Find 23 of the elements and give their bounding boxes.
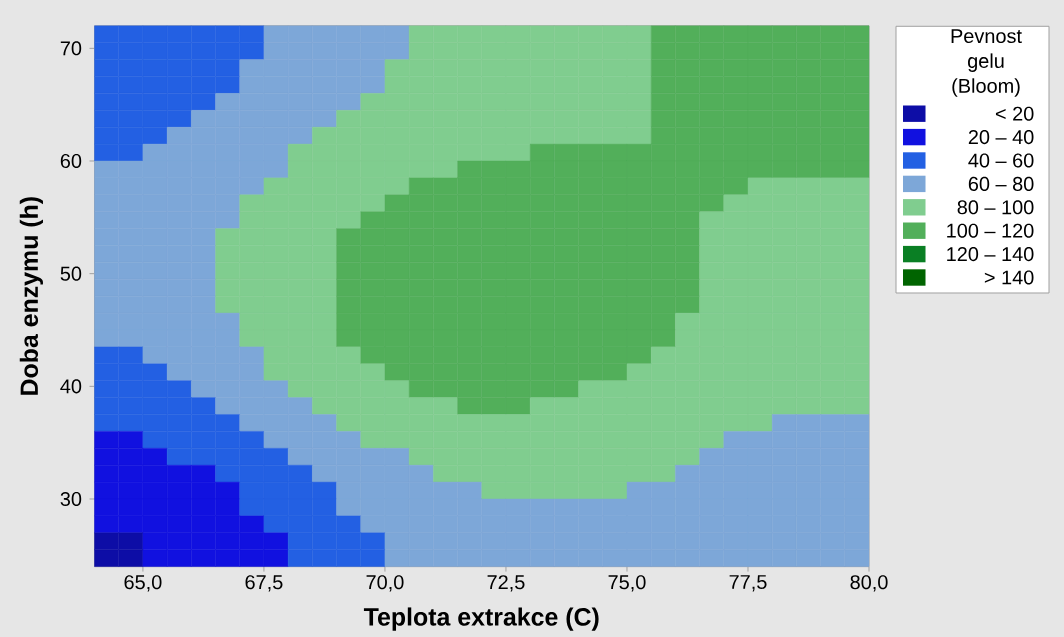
y-axis-title: Doba enzymu (h) (19, 197, 43, 395)
y-tick-label: 60 (60, 153, 82, 169)
x-tick-label: 72,5 (487, 575, 525, 592)
color-bar-label: 20 – 40 (968, 130, 1034, 145)
y-tick-label: 70 (60, 41, 82, 56)
x-axis-title: Teplota extrakce (C) (363, 607, 599, 631)
x-tick-label: 70,0 (366, 575, 404, 592)
x-tick-label: 80,0 (850, 575, 888, 592)
x-tick-label: 67,5 (245, 575, 283, 592)
color-bar-title: Pevnost gelu (Bloom) (951, 29, 1022, 97)
x-tick-label: 77,5 (729, 575, 767, 592)
color-bar-label: 120 – 140 (947, 247, 1034, 262)
color-bar-label: < 20 (995, 106, 1034, 121)
color-bar-label: > 140 (984, 270, 1034, 285)
color-bar-label: 40 – 60 (968, 153, 1034, 168)
y-tick-label: 40 (60, 379, 82, 394)
x-tick-label: 75,0 (608, 575, 646, 592)
color-bar-label: 80 – 100 (957, 200, 1034, 215)
y-tick-label: 50 (60, 266, 82, 281)
y-tick-label: 30 (60, 491, 82, 507)
color-bar-label: 100 – 120 (947, 223, 1034, 238)
x-tick-label: 65,0 (124, 575, 162, 592)
color-bar-label: 60 – 80 (968, 176, 1034, 191)
